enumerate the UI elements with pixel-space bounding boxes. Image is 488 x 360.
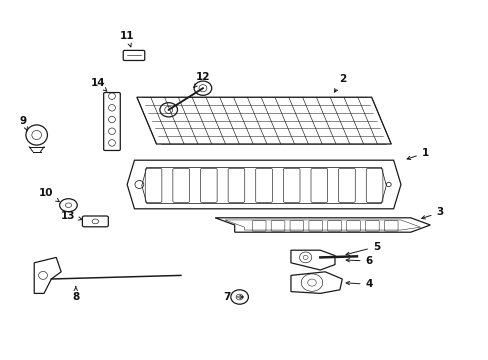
Polygon shape [290,250,334,270]
Text: 4: 4 [346,279,372,289]
Text: 10: 10 [39,188,59,202]
Ellipse shape [194,81,211,95]
Text: 11: 11 [120,31,134,47]
Text: 8: 8 [72,287,79,302]
Polygon shape [137,97,390,144]
Polygon shape [215,218,429,232]
Ellipse shape [160,103,177,117]
Text: 1: 1 [407,148,428,159]
Ellipse shape [230,290,248,304]
Polygon shape [127,160,400,209]
Polygon shape [290,272,342,293]
Ellipse shape [60,199,77,212]
FancyBboxPatch shape [123,50,144,60]
Text: 6: 6 [346,256,372,266]
Text: 13: 13 [61,211,81,221]
Polygon shape [34,257,61,293]
Text: 2: 2 [334,74,345,92]
Text: 5: 5 [346,242,379,255]
Text: 12: 12 [193,72,210,87]
Text: 3: 3 [421,207,443,219]
FancyBboxPatch shape [82,216,108,227]
Text: 14: 14 [90,78,106,91]
Ellipse shape [26,125,47,145]
Text: 7: 7 [223,292,243,302]
FancyBboxPatch shape [103,93,120,150]
Text: 9: 9 [20,116,27,131]
